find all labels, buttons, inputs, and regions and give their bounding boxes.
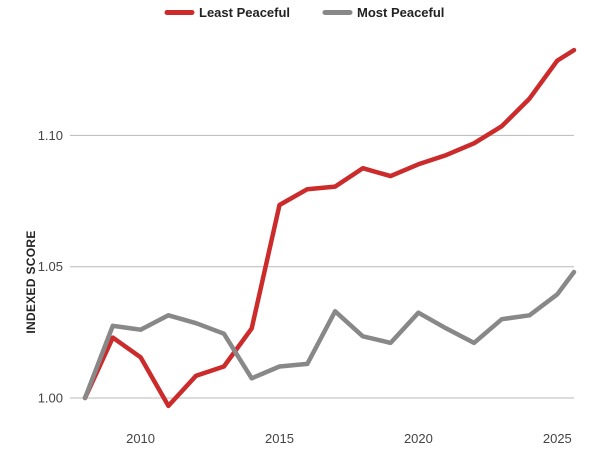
y-tick-label: 1.05 — [38, 259, 63, 274]
y-axis-ticks: 1.00 1.05 1.10 — [38, 128, 63, 406]
gridlines — [70, 134, 574, 399]
series-lines — [82, 47, 577, 409]
y-tick-label: 1.00 — [38, 391, 63, 406]
x-axis-ticks: 2010 2015 2020 2025 — [126, 431, 572, 446]
x-tick-label: 2025 — [543, 431, 572, 446]
y-tick-label: 1.10 — [38, 128, 63, 143]
legend: Least Peaceful Most Peaceful — [164, 5, 444, 20]
x-tick-label: 2010 — [126, 431, 155, 446]
series-line-least-peaceful — [82, 47, 577, 409]
series-line-most-peaceful — [82, 269, 577, 401]
y-axis-title: INDEXED SCORE — [24, 230, 38, 333]
legend-label-least-peaceful: Least Peaceful — [199, 5, 290, 20]
legend-label-most-peaceful: Most Peaceful — [357, 5, 444, 20]
x-tick-label: 2020 — [404, 431, 433, 446]
x-tick-label: 2015 — [265, 431, 294, 446]
